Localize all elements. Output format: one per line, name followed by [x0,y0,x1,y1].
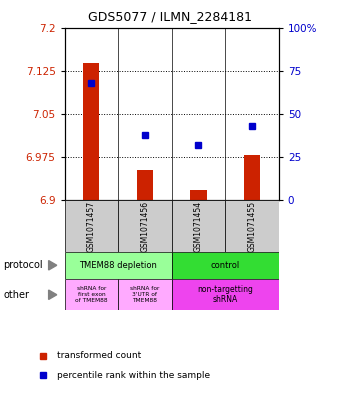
Bar [172,279,279,310]
Text: shRNA for
first exon
of TMEM88: shRNA for first exon of TMEM88 [75,286,108,303]
Text: transformed count: transformed count [57,351,141,360]
Bar [137,171,153,200]
Text: GDS5077 / ILMN_2284181: GDS5077 / ILMN_2284181 [88,10,252,23]
Text: GSM1071456: GSM1071456 [140,200,149,252]
Text: GSM1071454: GSM1071454 [194,200,203,252]
Bar [65,200,118,252]
Bar [65,252,172,279]
Bar [172,252,279,279]
Text: GSM1071457: GSM1071457 [87,200,96,252]
Bar [172,200,225,252]
Bar [225,200,279,252]
Bar [65,279,118,310]
Text: protocol: protocol [3,260,43,270]
Text: other: other [3,290,29,300]
Bar [83,63,99,200]
Bar [244,156,260,200]
Bar [190,190,206,200]
Text: control: control [210,261,240,270]
Text: percentile rank within the sample: percentile rank within the sample [57,371,210,380]
Bar [118,279,172,310]
Text: non-targetting
shRNA: non-targetting shRNA [197,285,253,305]
Bar [118,200,172,252]
Text: GSM1071455: GSM1071455 [248,200,256,252]
Text: shRNA for
3'UTR of
TMEM88: shRNA for 3'UTR of TMEM88 [130,286,159,303]
Text: TMEM88 depletion: TMEM88 depletion [79,261,157,270]
